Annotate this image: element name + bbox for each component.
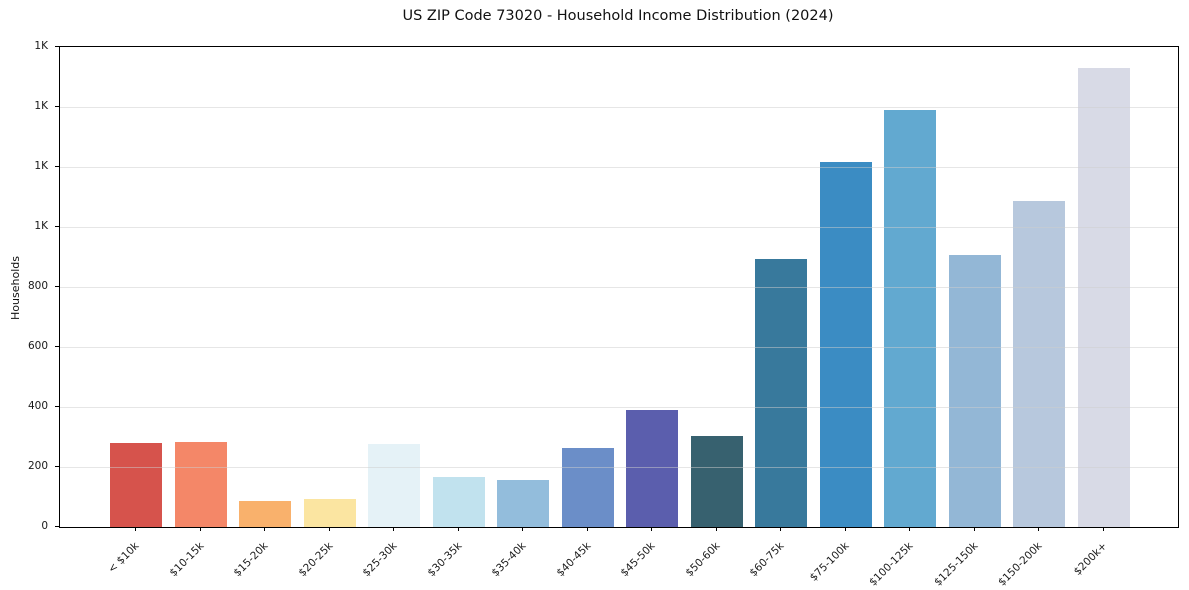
bar-45-50k (626, 410, 678, 527)
y-axis-tick (55, 166, 59, 167)
x-axis-tick (1038, 527, 1039, 531)
x-axis-tick (328, 527, 330, 531)
x-axis-tick (651, 527, 652, 531)
y-axis-tick (55, 346, 59, 347)
y-tick-label: 1K (34, 100, 48, 112)
y-axis-tick (55, 106, 59, 107)
y-axis-tick (55, 286, 59, 287)
y-axis-tick (55, 226, 59, 227)
x-axis-tick (973, 527, 975, 531)
x-axis-tick (844, 527, 846, 531)
x-axis-tick (780, 527, 781, 531)
bar-75-100k (819, 162, 872, 527)
gridline-600 (60, 347, 1178, 348)
bar-200k (1077, 68, 1130, 527)
y-tick-label: 1K (34, 160, 48, 172)
gridline-1400 (60, 107, 1178, 108)
x-axis-tick (909, 527, 910, 531)
y-axis-tick (55, 406, 59, 407)
x-axis-tick (393, 527, 394, 531)
y-tick-label: 600 (27, 340, 48, 352)
gridline-200 (60, 467, 1178, 468)
bar-25-30k (368, 443, 420, 527)
bar-20-25k (303, 499, 356, 527)
bar-15-20k (239, 500, 291, 527)
y-axis-tick (55, 46, 59, 47)
plot-area (59, 46, 1179, 528)
bar-10k (110, 443, 162, 527)
bar-100-125k (884, 110, 936, 527)
gridline-400 (60, 407, 1178, 408)
bar-150-200k (1013, 201, 1065, 527)
bar-125-150k (948, 255, 1001, 527)
x-axis-tick (457, 527, 459, 531)
gridline-800 (60, 287, 1178, 288)
y-axis-tick (55, 526, 59, 527)
y-tick-label: 400 (27, 400, 48, 412)
chart-title: US ZIP Code 73020 - Household Income Dis… (402, 8, 834, 24)
bar-60-75k (755, 259, 807, 527)
bar-50-60k (690, 435, 743, 527)
x-axis-tick (715, 527, 717, 531)
x-axis-tick (522, 527, 523, 531)
x-axis-tick (1102, 527, 1104, 531)
x-axis-tick (586, 527, 588, 531)
y-tick-label: 1K (34, 40, 48, 52)
bar-30-35k (432, 476, 485, 527)
y-axis-tick (55, 466, 59, 467)
x-axis-tick (135, 527, 136, 531)
bar-40-45k (561, 448, 614, 527)
bar-10-15k (174, 442, 227, 527)
y-tick-label: 0 (41, 520, 48, 532)
bar-35-40k (497, 479, 549, 527)
gridline-1000 (60, 227, 1178, 228)
y-tick-label: 800 (27, 280, 48, 292)
x-axis-tick (199, 527, 201, 531)
y-tick-label: 200 (27, 460, 48, 472)
x-tick-label: < $10k (105, 540, 142, 576)
gridline-1200 (60, 167, 1178, 168)
y-tick-label: 1K (34, 220, 48, 232)
x-axis-tick (264, 527, 265, 531)
